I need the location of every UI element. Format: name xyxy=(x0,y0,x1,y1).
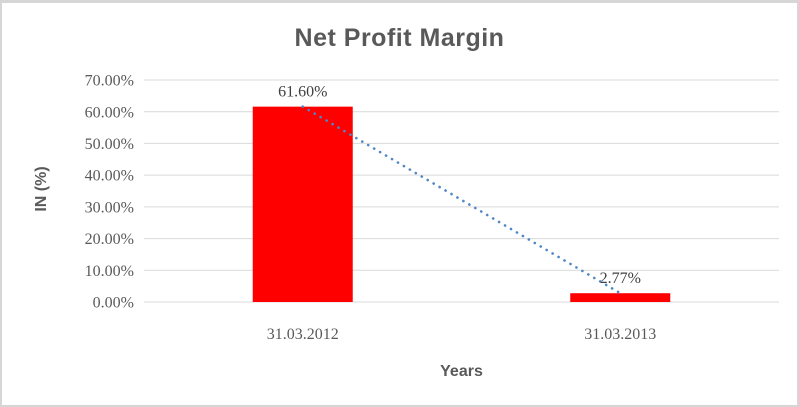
y-tick-label: 10.00% xyxy=(85,263,134,280)
x-category-label: 31.03.2012 xyxy=(267,326,339,343)
bar-data-label: 61.60% xyxy=(278,84,327,101)
bar xyxy=(570,293,671,302)
x-category-label: 31.03.2013 xyxy=(584,326,656,343)
y-tick-label: 70.00% xyxy=(85,73,134,90)
bar xyxy=(252,106,353,302)
y-tick-label: 30.00% xyxy=(85,199,134,216)
y-tick-label: 0.00% xyxy=(93,295,134,312)
y-tick-label: 20.00% xyxy=(85,231,134,248)
y-tick-label: 50.00% xyxy=(85,136,134,153)
y-tick-label: 40.00% xyxy=(85,168,134,185)
chart-title: Net Profit Margin xyxy=(294,24,505,52)
bar-data-label: 2.77% xyxy=(600,270,641,287)
y-tick-label: 60.00% xyxy=(85,104,134,121)
x-axis-title: Years xyxy=(440,363,483,380)
trendline xyxy=(301,105,622,295)
plot-area: 0.00% 10.00% 20.00% 30.00% 40.00% 50.00% 60.00… xyxy=(85,73,779,343)
